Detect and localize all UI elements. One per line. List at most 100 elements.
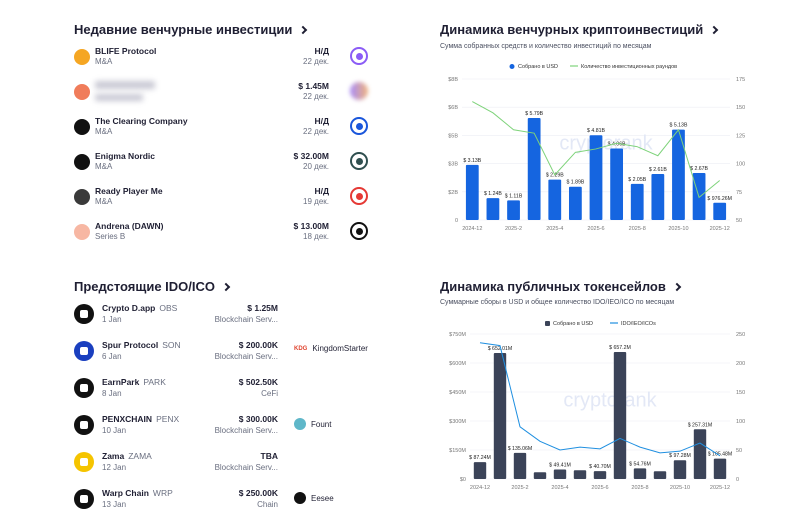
investment-row[interactable]: BLIFE Protocol M&A Н/Д 22 дек. <box>74 45 384 77</box>
upcoming-ido-title[interactable]: Предстоящие IDO/ICO <box>74 279 231 294</box>
raised-amount: Н/Д <box>314 186 329 196</box>
project-name[interactable]: PENXCHAIN PENX <box>102 414 179 424</box>
bar[interactable] <box>533 472 547 479</box>
chevron-right-icon <box>299 25 308 34</box>
bar[interactable] <box>493 352 507 479</box>
round-type <box>95 94 143 101</box>
y-tick-left: $300M <box>449 419 466 425</box>
bar[interactable] <box>527 117 541 220</box>
sale-amount: $ 1.25M <box>247 303 278 313</box>
project-name[interactable]: The Clearing Company <box>95 116 188 126</box>
launchpad[interactable]: Eesee <box>294 492 334 504</box>
project-category: Blockchain Serv... <box>214 463 278 472</box>
project-name[interactable]: Andrena (DAWN) <box>95 221 164 231</box>
investor-logo[interactable] <box>350 152 368 170</box>
recent-investments-title[interactable]: Недавние венчурные инвестиции <box>74 22 308 37</box>
raised-amount: $ 13.00M <box>293 221 329 231</box>
project-logo <box>74 49 90 65</box>
chart-legend: Собрано в USD Количество инвестиционных р… <box>509 64 677 70</box>
bar[interactable] <box>613 351 627 479</box>
investor-logo[interactable] <box>350 187 368 205</box>
y-tick-left: $8B <box>448 77 458 83</box>
project-name[interactable]: Warp Chain WRP <box>102 488 173 498</box>
investment-row[interactable]: $ 1.45M 22 дек. <box>74 80 384 112</box>
bar[interactable] <box>568 186 582 220</box>
bar[interactable] <box>465 164 479 220</box>
ido-row[interactable]: Warp Chain WRP 13 Jan $ 250.00K Chain Eesee <box>74 486 374 520</box>
investor-mark <box>355 52 363 60</box>
project-logo <box>74 119 90 135</box>
project-name[interactable]: Enigma Nordic <box>95 151 155 161</box>
project-name[interactable]: Crypto D.app OBS <box>102 303 177 313</box>
round-date: 18 дек. <box>303 232 329 241</box>
round-date: 22 дек. <box>303 57 329 66</box>
bar[interactable] <box>693 429 707 479</box>
bar[interactable] <box>673 460 687 479</box>
bar[interactable] <box>473 462 487 479</box>
project-logo <box>74 415 94 435</box>
bar[interactable] <box>653 471 667 479</box>
launchpad[interactable]: Fount <box>294 418 331 430</box>
project-name[interactable]: BLIFE Protocol <box>95 46 157 56</box>
investor-logo[interactable] <box>350 222 368 240</box>
bar[interactable] <box>633 468 647 479</box>
bar[interactable] <box>713 458 727 479</box>
project-ticker: SON <box>162 340 181 350</box>
project-name-text: Crypto D.app <box>102 303 156 313</box>
ido-row[interactable]: PENXCHAIN PENX 10 Jan $ 300.00K Blockchain S… <box>74 412 374 446</box>
y-tick-left: $750M <box>449 332 466 338</box>
sale-date: 8 Jan <box>102 389 122 398</box>
bar[interactable] <box>630 183 644 220</box>
bar[interactable] <box>573 470 587 479</box>
bar[interactable] <box>507 200 520 220</box>
y-tick-left: $150M <box>449 448 466 454</box>
investor-logo[interactable] <box>350 82 368 100</box>
investment-row[interactable]: Ready Player Me M&A Н/Д 19 дек. <box>74 185 384 217</box>
ido-row[interactable]: Zama ZAMA 12 Jan TBA Blockchain Serv... <box>74 449 374 483</box>
ido-row[interactable]: Crypto D.app OBS 1 Jan $ 1.25M Blockchain Se… <box>74 301 374 335</box>
project-name-text: EarnPark <box>102 377 140 387</box>
bar[interactable] <box>672 129 685 220</box>
project-name[interactable] <box>95 81 155 89</box>
investor-logo[interactable] <box>350 117 368 135</box>
bar[interactable] <box>593 471 607 479</box>
investment-row[interactable]: Enigma Nordic M&A $ 32.00M 20 дек. <box>74 150 384 182</box>
project-name-text: Warp Chain <box>102 488 149 498</box>
bar[interactable] <box>486 198 500 220</box>
data-label: $ 652.01M <box>488 346 513 352</box>
data-label: $ 1.24B <box>484 191 502 197</box>
bar[interactable] <box>589 135 603 220</box>
bar[interactable] <box>548 179 562 220</box>
data-label: $ 5.13B <box>670 123 688 129</box>
data-label: $ 135.06M <box>508 446 533 452</box>
bar[interactable] <box>513 452 527 479</box>
project-name-text: Spur Protocol <box>102 340 159 350</box>
project-name[interactable]: Ready Player Me <box>95 186 163 196</box>
project-name[interactable]: Zama ZAMA <box>102 451 152 461</box>
launchpad[interactable]: KDG KingdomStarter <box>294 344 368 353</box>
ido-row[interactable]: EarnPark PARK 8 Jan $ 502.50K CeFi <box>74 375 374 409</box>
project-ticker: OBS <box>159 303 178 313</box>
project-logo <box>74 452 94 472</box>
bar[interactable] <box>610 148 624 220</box>
raised-amount: Н/Д <box>314 116 329 126</box>
y-tick-right: 250 <box>736 332 745 338</box>
project-name[interactable]: Spur Protocol SON <box>102 340 181 350</box>
x-tick: 2025-10 <box>670 485 690 491</box>
token-chart-title[interactable]: Динамика публичных токенсейлов <box>440 279 682 294</box>
venture-chart-title[interactable]: Динамика венчурных криптоинвестиций <box>440 22 719 37</box>
legend-swatch-bar <box>545 321 550 326</box>
project-category: Blockchain Serv... <box>214 352 278 361</box>
project-logo <box>74 84 90 100</box>
bar[interactable] <box>713 202 727 220</box>
bar[interactable] <box>553 469 567 479</box>
project-ticker: ZAMA <box>128 451 152 461</box>
project-logo <box>74 341 94 361</box>
bar[interactable] <box>651 173 665 220</box>
ido-row[interactable]: Spur Protocol SON 6 Jan $ 200.00K Blockchain… <box>74 338 374 372</box>
project-name[interactable]: EarnPark PARK <box>102 377 166 387</box>
investment-row[interactable]: The Clearing Company M&A Н/Д 22 дек. <box>74 115 384 147</box>
investor-logo[interactable] <box>350 47 368 65</box>
investment-row[interactable]: Andrena (DAWN) Series B $ 13.00M 18 дек. <box>74 220 384 252</box>
y-tick-left: $6B <box>448 105 458 111</box>
